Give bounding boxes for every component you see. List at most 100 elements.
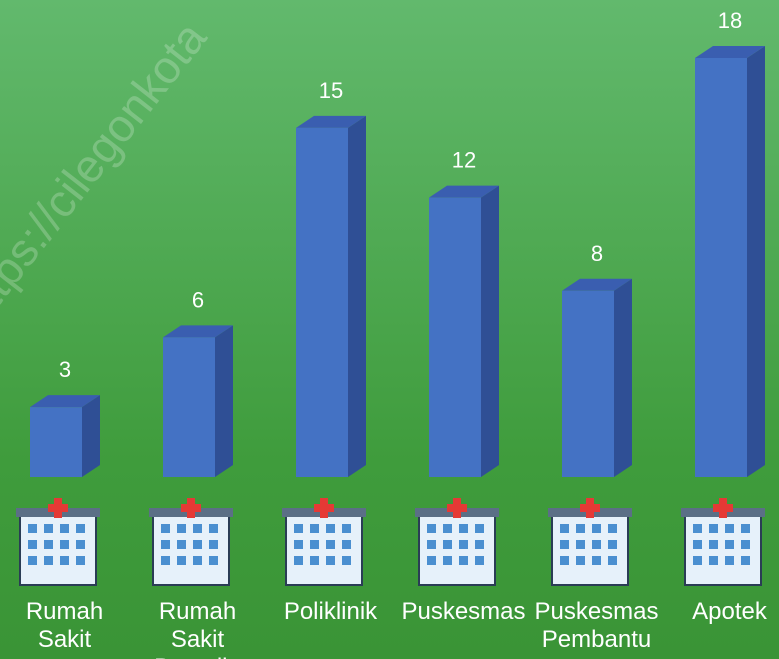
bar bbox=[30, 395, 100, 477]
icon-window bbox=[60, 524, 69, 533]
icon-window bbox=[60, 540, 69, 549]
value-label: 3 bbox=[59, 357, 71, 382]
icon-window bbox=[709, 540, 718, 549]
icon-window bbox=[177, 556, 186, 565]
value-label: 18 bbox=[718, 8, 742, 33]
bar-front bbox=[429, 197, 481, 477]
bar-side bbox=[82, 395, 100, 477]
icon-window bbox=[310, 540, 319, 549]
icon-window bbox=[576, 524, 585, 533]
bar-top bbox=[695, 46, 765, 58]
icon-window bbox=[693, 540, 702, 549]
icon-cross bbox=[580, 504, 600, 512]
icon-window bbox=[741, 556, 750, 565]
icon-window bbox=[459, 540, 468, 549]
icon-window bbox=[709, 524, 718, 533]
bar-front bbox=[30, 407, 82, 477]
bar bbox=[429, 185, 499, 477]
icon-window bbox=[560, 556, 569, 565]
bar-top bbox=[163, 325, 233, 338]
icon-window bbox=[193, 556, 202, 565]
icon-window bbox=[310, 524, 319, 533]
value-label: 6 bbox=[192, 287, 204, 312]
icon-window bbox=[326, 540, 335, 549]
category-icon bbox=[415, 498, 499, 586]
icon-window bbox=[294, 540, 303, 549]
icon-window bbox=[44, 540, 53, 549]
icon-window bbox=[44, 524, 53, 533]
bar bbox=[296, 115, 366, 477]
bar-side bbox=[747, 46, 765, 477]
icon-window bbox=[310, 556, 319, 565]
icon-window bbox=[28, 540, 37, 549]
icon-window bbox=[161, 540, 170, 549]
bar-top bbox=[429, 185, 499, 198]
icon-window bbox=[741, 540, 750, 549]
bar bbox=[562, 278, 632, 477]
icon-window bbox=[294, 524, 303, 533]
icon-window bbox=[193, 540, 202, 549]
icon-window bbox=[60, 556, 69, 565]
bar bbox=[695, 46, 765, 477]
bar-side bbox=[614, 278, 632, 477]
category-icon bbox=[681, 498, 765, 586]
icon-window bbox=[28, 524, 37, 533]
icon-cross bbox=[181, 504, 201, 512]
icon-window bbox=[193, 524, 202, 533]
icon-window bbox=[427, 540, 436, 549]
icon-window bbox=[76, 524, 85, 533]
icon-window bbox=[459, 556, 468, 565]
icon-window bbox=[326, 556, 335, 565]
bar-top bbox=[296, 115, 366, 128]
bar-front bbox=[163, 337, 215, 477]
bar bbox=[163, 325, 233, 477]
icon-window bbox=[342, 524, 351, 533]
icon-cross bbox=[713, 504, 733, 512]
icon-window bbox=[560, 540, 569, 549]
icon-window bbox=[576, 556, 585, 565]
icon-window bbox=[28, 556, 37, 565]
icon-window bbox=[427, 524, 436, 533]
icon-cross bbox=[48, 504, 68, 512]
x-tick-label: Puskesmas bbox=[401, 598, 526, 625]
bar-front bbox=[695, 58, 747, 477]
x-tick-label: Poliklinik bbox=[283, 598, 378, 625]
icon-window bbox=[475, 556, 484, 565]
icon-window bbox=[592, 524, 601, 533]
bar-top bbox=[562, 278, 632, 291]
icon-window bbox=[161, 524, 170, 533]
bar-front bbox=[562, 290, 614, 477]
icon-window bbox=[725, 556, 734, 565]
icon-cross bbox=[447, 504, 467, 512]
icon-window bbox=[443, 556, 452, 565]
icon-window bbox=[294, 556, 303, 565]
icon-window bbox=[44, 556, 53, 565]
icon-window bbox=[608, 524, 617, 533]
icon-window bbox=[342, 556, 351, 565]
category-icon bbox=[548, 498, 632, 586]
icon-window bbox=[342, 540, 351, 549]
icon-window bbox=[209, 524, 218, 533]
icon-window bbox=[560, 524, 569, 533]
category-icon bbox=[149, 498, 233, 586]
x-tick-label: Apotek bbox=[692, 598, 767, 625]
icon-window bbox=[608, 540, 617, 549]
icon-window bbox=[475, 524, 484, 533]
icon-window bbox=[459, 524, 468, 533]
icon-window bbox=[209, 556, 218, 565]
icon-window bbox=[427, 556, 436, 565]
icon-window bbox=[693, 556, 702, 565]
icon-window bbox=[725, 524, 734, 533]
icon-window bbox=[177, 540, 186, 549]
bar-top bbox=[30, 395, 100, 408]
icon-window bbox=[725, 540, 734, 549]
category-icon bbox=[282, 498, 366, 586]
bar-side bbox=[348, 115, 366, 477]
icon-window bbox=[177, 524, 186, 533]
x-tick-label: Rumah Sakit bbox=[25, 598, 104, 653]
bar-side bbox=[481, 185, 499, 477]
value-label: 15 bbox=[319, 78, 343, 103]
icon-window bbox=[576, 540, 585, 549]
icon-cross bbox=[314, 504, 334, 512]
